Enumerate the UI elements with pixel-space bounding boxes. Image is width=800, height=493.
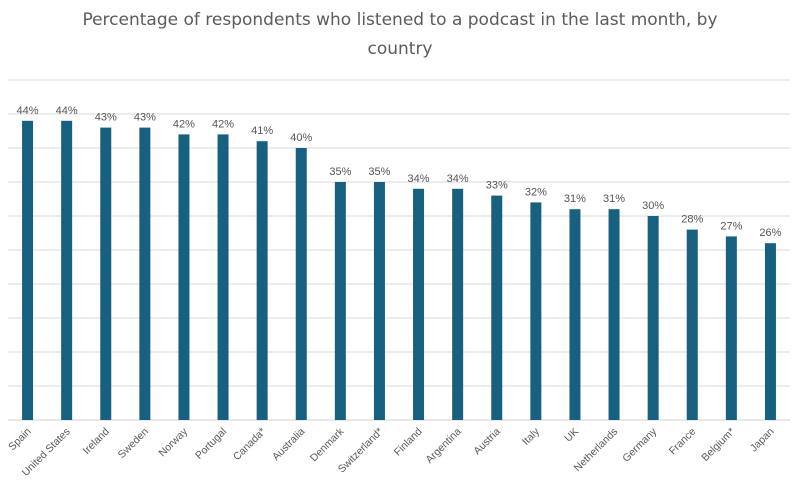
x-tick-label: Finland bbox=[392, 426, 425, 459]
x-tick-label: France bbox=[667, 426, 699, 458]
data-label: 34% bbox=[408, 173, 430, 185]
x-tick-label: Italy bbox=[520, 425, 543, 448]
bar bbox=[452, 188, 464, 420]
x-tick-label: Ireland bbox=[81, 426, 112, 457]
gridlines bbox=[8, 79, 790, 421]
data-label: 31% bbox=[603, 193, 625, 205]
bar bbox=[256, 141, 268, 420]
data-label: 31% bbox=[564, 193, 586, 205]
data-label: 35% bbox=[368, 166, 390, 178]
bar bbox=[139, 127, 151, 420]
bar bbox=[569, 209, 581, 420]
x-tick-label: Japan bbox=[748, 426, 777, 455]
data-label: 42% bbox=[173, 118, 195, 130]
data-label: 33% bbox=[486, 180, 508, 192]
data-label: 32% bbox=[525, 186, 547, 198]
data-label: 30% bbox=[642, 200, 664, 212]
data-label: 35% bbox=[329, 166, 351, 178]
x-tick-label: Germany bbox=[620, 425, 660, 465]
data-label: 28% bbox=[681, 214, 703, 226]
x-tick-label: Portugal bbox=[193, 426, 229, 462]
bar bbox=[217, 134, 229, 420]
data-label: 44% bbox=[17, 105, 39, 117]
bar bbox=[373, 182, 385, 420]
data-label: 43% bbox=[95, 112, 117, 124]
data-label: 27% bbox=[720, 220, 742, 232]
bar bbox=[764, 243, 776, 420]
bars bbox=[22, 120, 776, 421]
x-tick-label: UK bbox=[562, 426, 581, 445]
x-tick-label: Spain bbox=[6, 426, 34, 454]
bar bbox=[413, 188, 425, 420]
x-tick-label: Austria bbox=[471, 426, 503, 458]
bar bbox=[725, 236, 737, 420]
bar bbox=[295, 148, 307, 420]
data-label: 41% bbox=[251, 125, 273, 137]
bar bbox=[22, 120, 34, 421]
bar bbox=[100, 127, 112, 420]
data-label: 40% bbox=[290, 132, 312, 144]
bar bbox=[608, 209, 620, 420]
bar bbox=[178, 134, 190, 420]
x-tick-label: Australia bbox=[270, 426, 307, 463]
x-tick-label: Belgium* bbox=[699, 426, 737, 464]
data-label: 42% bbox=[212, 118, 234, 130]
x-tick-label: Norway bbox=[156, 425, 190, 459]
x-tick-label: Canada* bbox=[231, 426, 268, 463]
data-label: 26% bbox=[759, 227, 781, 239]
x-tick-label: Denmark bbox=[308, 425, 347, 464]
data-label: 43% bbox=[134, 112, 156, 124]
bar bbox=[61, 120, 73, 421]
x-tick-label: Sweden bbox=[116, 426, 151, 461]
data-labels: 44% 44% 43% 43% 42% 42% 41% 40% 35% 35% 34% 34% 33% 3… bbox=[17, 105, 782, 239]
x-tick-label: Argentina bbox=[423, 426, 463, 466]
bar bbox=[647, 216, 659, 420]
bar bbox=[686, 229, 698, 420]
chart-title: Percentage of respondents who listened t… bbox=[82, 10, 718, 59]
data-label: 34% bbox=[447, 173, 469, 185]
bar bbox=[491, 195, 503, 420]
bar bbox=[530, 202, 542, 420]
bar bbox=[334, 182, 346, 420]
data-label: 44% bbox=[56, 105, 78, 117]
